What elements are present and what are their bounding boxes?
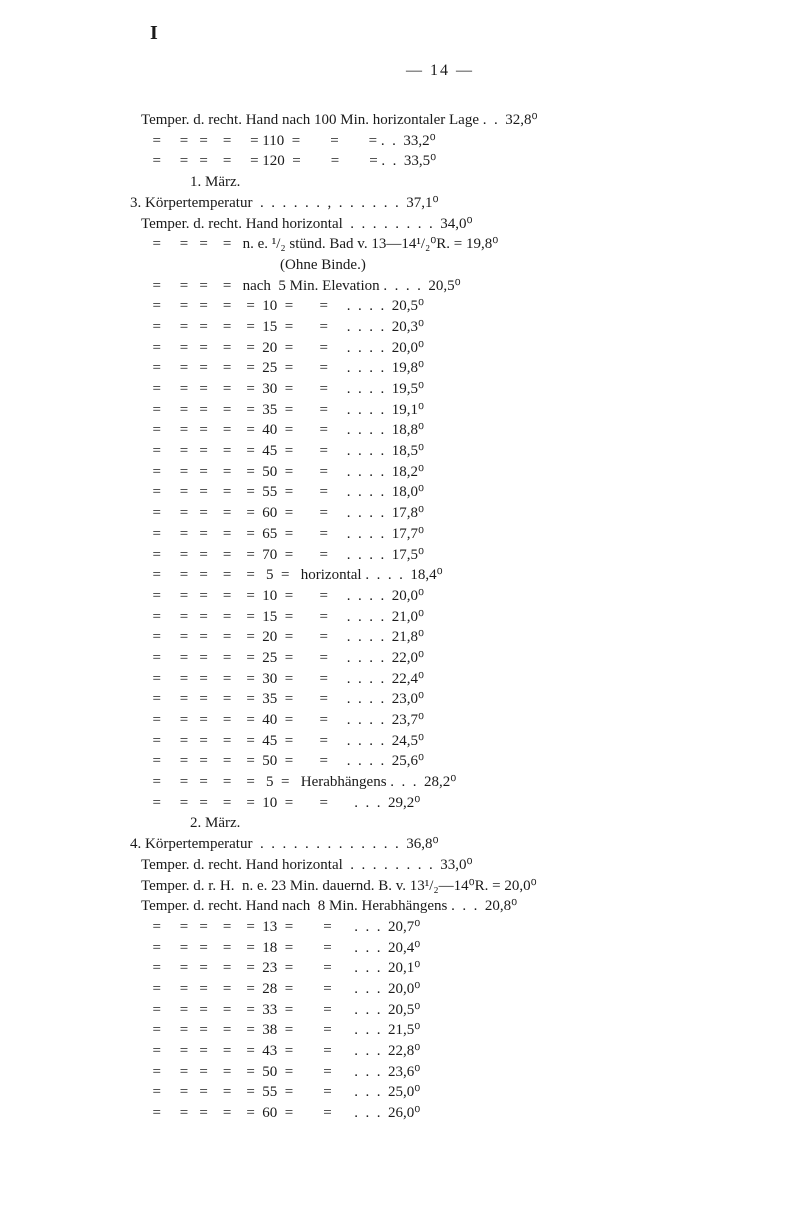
text-line: = = = = = 13 = = . . . 20,7⁰ (130, 917, 750, 938)
text-line: 3. Körpertemperatur . . . . . . , . . . … (130, 193, 750, 214)
text-line: = = = = = 20 = = . . . . 21,8⁰ (130, 627, 750, 648)
text-line: = = = = = 55 = = . . . 25,0⁰ (130, 1082, 750, 1103)
text-line: = = = = = 38 = = . . . 21,5⁰ (130, 1020, 750, 1041)
text-line: = = = = = 30 = = . . . . 19,5⁰ (130, 379, 750, 400)
text-line: Temper. d. recht. Hand nach 8 Min. Herab… (130, 896, 750, 917)
text-line: = = = = = 25 = = . . . . 22,0⁰ (130, 648, 750, 669)
text-line: = = = = n. e. ¹/₂ stünd. Bad v. 13—14¹/₂… (130, 234, 750, 255)
text-line: = = = = = 45 = = . . . . 24,5⁰ (130, 731, 750, 752)
text-line: = = = = = 35 = = . . . . 19,1⁰ (130, 400, 750, 421)
page-number: — 14 — (130, 60, 750, 82)
text-line: = = = = = 33 = = . . . 20,5⁰ (130, 1000, 750, 1021)
text-line: = = = = = 5 = Herabhängens . . . 28,2⁰ (130, 772, 750, 793)
text-line: = = = = = 23 = = . . . 20,1⁰ (130, 958, 750, 979)
text-line: = = = = = 15 = = . . . . 21,0⁰ (130, 607, 750, 628)
text-line: = = = = = 18 = = . . . 20,4⁰ (130, 938, 750, 959)
text-line: = = = = = 15 = = . . . . 20,3⁰ (130, 317, 750, 338)
text-line: = = = = = 55 = = . . . . 18,0⁰ (130, 482, 750, 503)
text-line: = = = = nach 5 Min. Elevation . . . . 20… (130, 276, 750, 297)
text-line: Temper. d. recht. Hand nach 100 Min. hor… (130, 110, 750, 131)
text-line: = = = = = 43 = = . . . 22,8⁰ (130, 1041, 750, 1062)
text-line: = = = = = 40 = = . . . . 23,7⁰ (130, 710, 750, 731)
text-line: 1. März. (130, 172, 750, 193)
text-line: = = = = = 70 = = . . . . 17,5⁰ (130, 545, 750, 566)
text-line: = = = = = 30 = = . . . . 22,4⁰ (130, 669, 750, 690)
text-line: = = = = = 28 = = . . . 20,0⁰ (130, 979, 750, 1000)
text-line: = = = = = 10 = = . . . 29,2⁰ (130, 793, 750, 814)
text-line: = = = = = 40 = = . . . . 18,8⁰ (130, 420, 750, 441)
text-line: = = = = = 10 = = . . . . 20,0⁰ (130, 586, 750, 607)
text-line: = = = = = 50 = = . . . . 18,2⁰ (130, 462, 750, 483)
text-line: Temper. d. recht. Hand horizontal . . . … (130, 214, 750, 235)
text-line: = = = = = 5 = horizontal . . . . 18,4⁰ (130, 565, 750, 586)
text-line: = = = = = 25 = = . . . . 19,8⁰ (130, 358, 750, 379)
text-body: Temper. d. recht. Hand nach 100 Min. hor… (130, 110, 750, 1124)
text-line: = = = = = 35 = = . . . . 23,0⁰ (130, 689, 750, 710)
text-line: = = = = = 60 = = . . . . 17,8⁰ (130, 503, 750, 524)
text-line: = = = = = 60 = = . . . 26,0⁰ (130, 1103, 750, 1124)
text-line: = = = = = 20 = = . . . . 20,0⁰ (130, 338, 750, 359)
text-line: Temper. d. r. H. n. e. 23 Min. dauernd. … (130, 876, 750, 897)
text-line: = = = = = 65 = = . . . . 17,7⁰ (130, 524, 750, 545)
text-line: = = = = = 50 = = . . . . 25,6⁰ (130, 751, 750, 772)
text-line: (Ohne Binde.) (130, 255, 750, 276)
page-marker: I (150, 22, 158, 45)
text-line: = = = = = 10 = = . . . . 20,5⁰ (130, 296, 750, 317)
text-line: = = = = = 50 = = . . . 23,6⁰ (130, 1062, 750, 1083)
text-line: 2. März. (130, 813, 750, 834)
document-page: — 14 — Temper. d. recht. Hand nach 100 M… (0, 0, 800, 1164)
text-line: = = = = = 45 = = . . . . 18,5⁰ (130, 441, 750, 462)
text-line: = = = = = 120 = = = . . 33,5⁰ (130, 151, 750, 172)
text-line: = = = = = 110 = = = . . 33,2⁰ (130, 131, 750, 152)
text-line: 4. Körpertemperatur . . . . . . . . . . … (130, 834, 750, 855)
text-line: Temper. d. recht. Hand horizontal . . . … (130, 855, 750, 876)
